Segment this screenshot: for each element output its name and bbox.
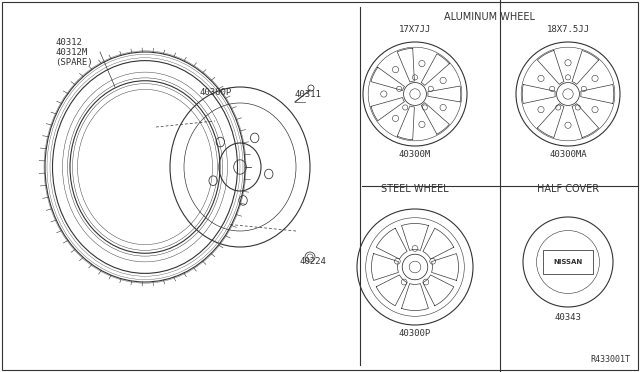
Text: 40311: 40311 — [295, 90, 322, 99]
Text: 40224: 40224 — [300, 257, 327, 266]
Text: 40300P: 40300P — [200, 87, 232, 96]
Bar — [543, 250, 593, 275]
Text: 40343: 40343 — [555, 312, 581, 321]
Text: 40312M: 40312M — [55, 48, 87, 57]
Text: 40312: 40312 — [55, 38, 82, 46]
Text: NISSAN: NISSAN — [554, 259, 582, 265]
Text: HALF COVER: HALF COVER — [537, 184, 599, 194]
Text: 40300MA: 40300MA — [549, 150, 587, 158]
Text: 40300P: 40300P — [399, 330, 431, 339]
Text: 40300M: 40300M — [399, 150, 431, 158]
Text: STEEL WHEEL: STEEL WHEEL — [381, 184, 449, 194]
Text: (SPARE): (SPARE) — [55, 58, 93, 67]
Text: R433001T: R433001T — [590, 355, 630, 364]
Text: 18X7.5JJ: 18X7.5JJ — [547, 25, 589, 33]
Text: 17X7JJ: 17X7JJ — [399, 25, 431, 33]
Text: ALUMINUM WHEEL: ALUMINUM WHEEL — [445, 12, 536, 22]
